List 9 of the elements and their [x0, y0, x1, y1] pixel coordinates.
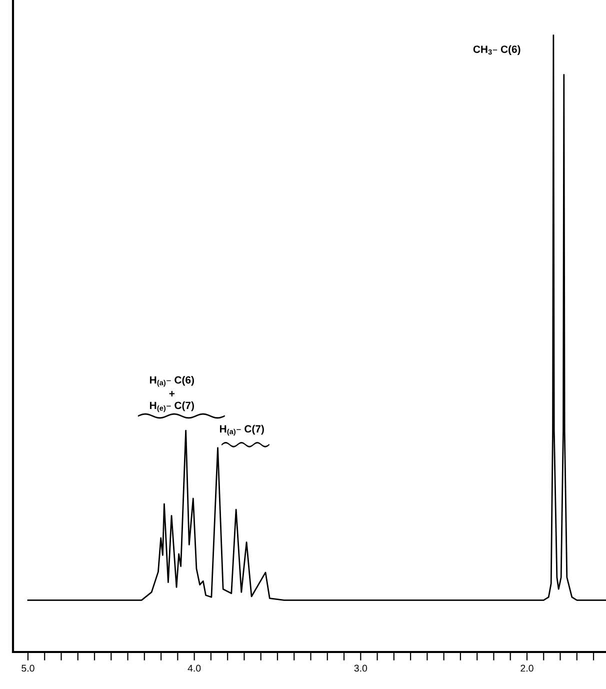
annotation: H$_{(a)}$– C(7) [220, 424, 264, 436]
annotation: + [169, 391, 175, 396]
x-tick-label: 4.0 [188, 664, 201, 672]
annotation: H$_{(e)}$– C(7) [150, 401, 194, 412]
annotation: CH$_{3}$– C(6) [473, 45, 520, 56]
x-tick-label: 2.0 [520, 664, 534, 672]
x-tick-label: 5.0 [22, 664, 34, 672]
annotation: H$_{(a)}$– C(6) [150, 376, 194, 387]
x-tick-label: 3.0 [354, 664, 368, 672]
